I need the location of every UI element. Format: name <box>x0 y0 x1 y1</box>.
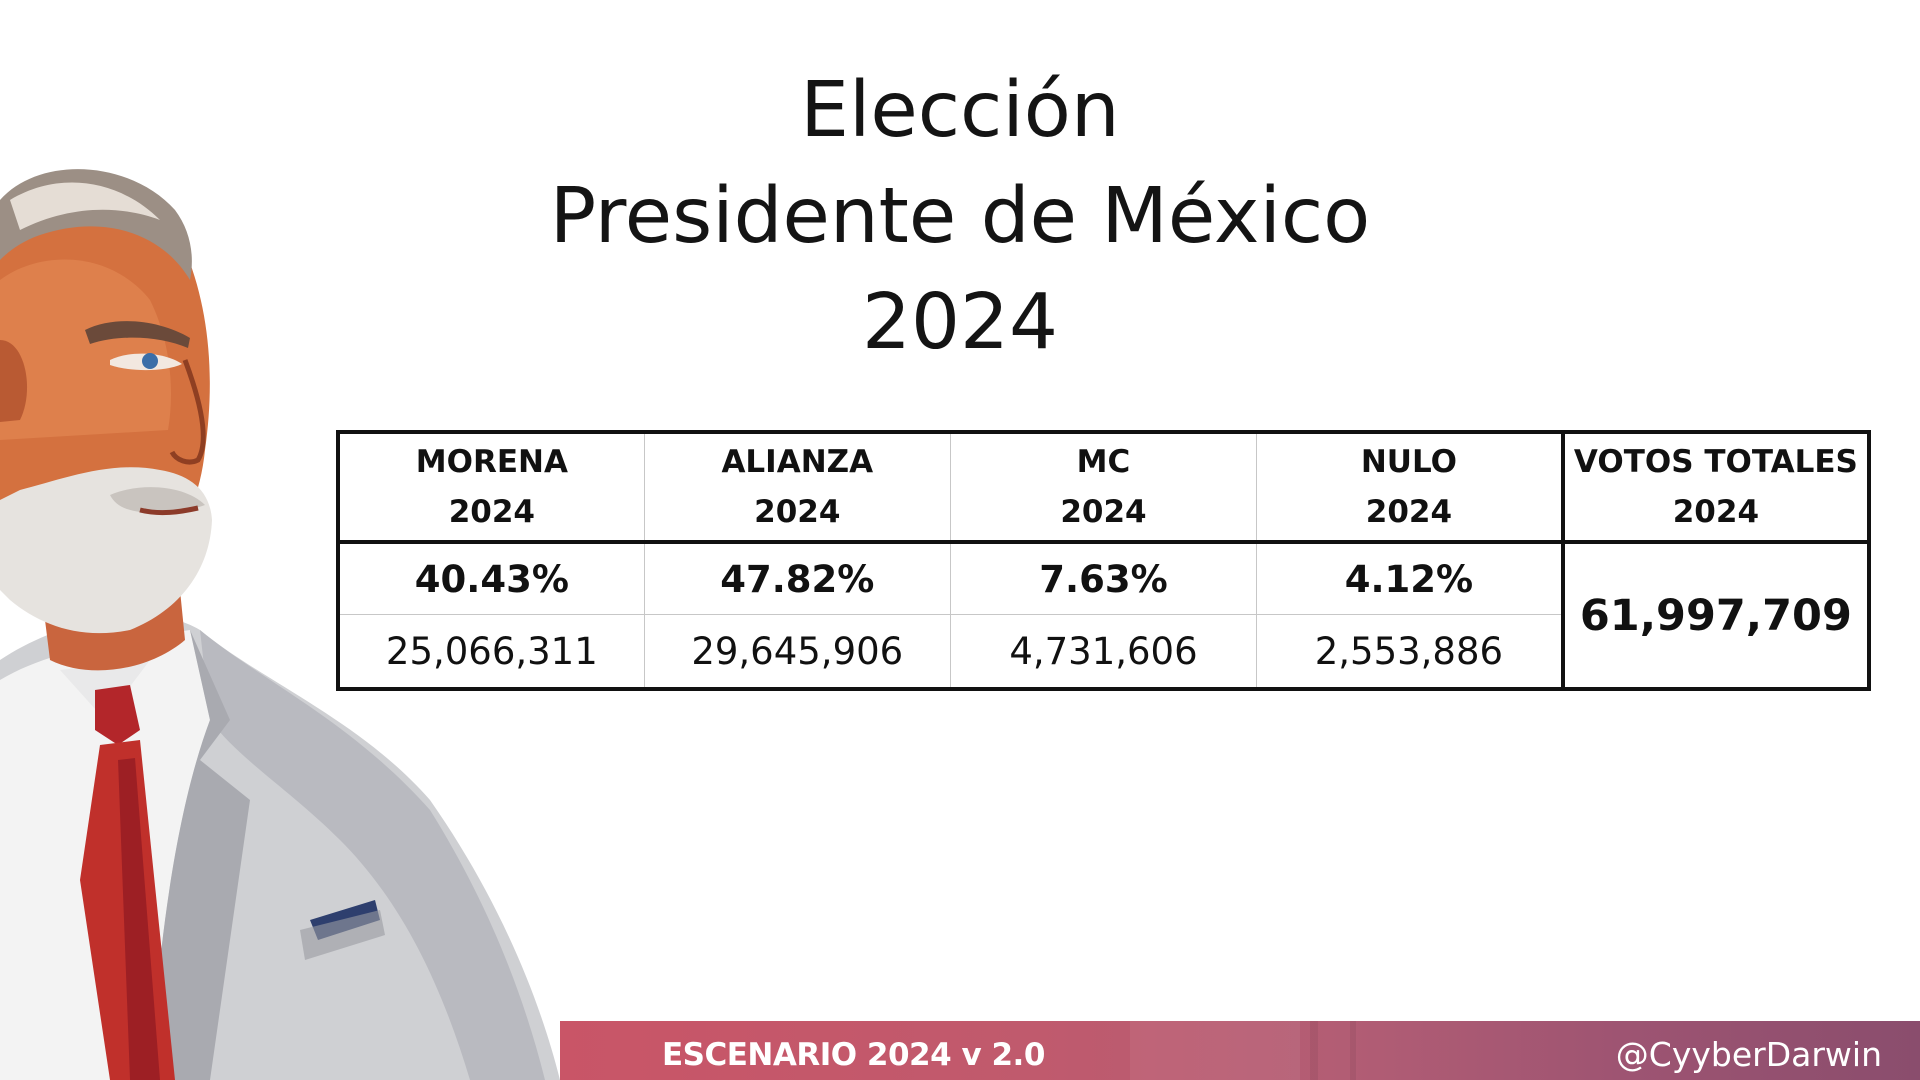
header-alianza: ALIANZA 2024 <box>643 432 951 544</box>
percent-nulo: 4.12% <box>1256 542 1563 615</box>
total-label: VOTOS TOTALES <box>1573 444 1858 480</box>
votes-mc: 4,731,606 <box>949 614 1257 689</box>
total-year: 2024 <box>1672 494 1760 530</box>
party-year: 2024 <box>1365 494 1453 530</box>
header-nulo: NULO 2024 <box>1256 432 1563 544</box>
percent-morena: 40.43% <box>337 542 645 615</box>
footer-scenario-label: ESCENARIO 2024 v 2.0 <box>662 1037 1045 1073</box>
header-morena: MORENA 2024 <box>338 432 645 544</box>
percent-alianza: 47.82% <box>643 542 951 615</box>
header-mc: MC 2024 <box>949 432 1257 544</box>
footer-handle: @CyyberDarwin <box>1615 1035 1882 1074</box>
total-votes: 61,997,709 <box>1560 542 1869 689</box>
party-name: ALIANZA <box>721 444 874 480</box>
party-year: 2024 <box>754 494 841 530</box>
party-name: NULO <box>1360 444 1457 480</box>
footer-bar <box>560 1021 1920 1080</box>
votes-row: 25,066,311 29,645,906 4,731,606 2,553,88… <box>337 614 1869 689</box>
percent-row: 40.43% 47.82% 7.63% 4.12% 61,997,709 <box>337 542 1869 689</box>
title-line-3: 2024 <box>862 278 1058 367</box>
votes-morena: 25,066,311 <box>337 614 645 689</box>
page-title: Elección Presidente de México 2024 <box>0 58 1920 376</box>
party-name: MC <box>1076 444 1131 480</box>
votes-nulo: 2,553,886 <box>1256 614 1563 689</box>
man-illustration <box>0 169 560 1080</box>
party-year: 2024 <box>1060 494 1147 530</box>
votes-alianza: 29,645,906 <box>643 614 951 689</box>
party-name: MORENA <box>415 444 568 480</box>
header-row: MORENA 2024 ALIANZA 2024 MC 2024 NULO 20… <box>338 432 1869 544</box>
title-line-1: Elección <box>800 66 1120 155</box>
results-table: MORENA 2024 ALIANZA 2024 MC 2024 NULO 20… <box>336 430 1871 691</box>
title-line-2: Presidente de México <box>549 172 1371 261</box>
percent-mc: 7.63% <box>949 542 1257 615</box>
party-year: 2024 <box>448 494 535 530</box>
header-votos-totales: VOTOS TOTALES 2024 <box>1560 432 1869 544</box>
